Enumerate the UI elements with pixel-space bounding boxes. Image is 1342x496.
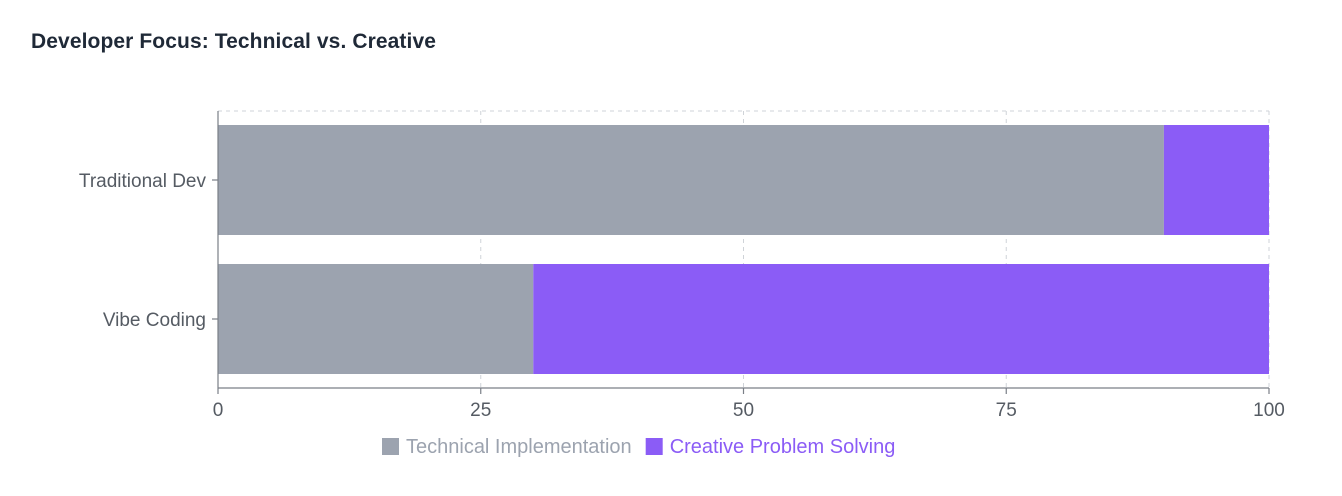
- x-tick-label: 25: [470, 400, 491, 421]
- x-tick-label: 50: [733, 400, 754, 421]
- chart-title: Developer Focus: Technical vs. Creative: [31, 30, 437, 53]
- bar-traditional-dev-creative-problem-solving: [1163, 125, 1269, 235]
- bar-vibe-coding-creative-problem-solving: [533, 264, 1269, 374]
- category-label: Vibe Coding: [103, 310, 206, 331]
- x-tick-label: 100: [1253, 400, 1285, 421]
- bar-traditional-dev-technical-implementation: [218, 125, 1164, 235]
- category-label: Traditional Dev: [79, 171, 207, 192]
- legend-swatch-1: [645, 438, 663, 455]
- bar-vibe-coding-technical-implementation: [218, 264, 534, 374]
- legend-label-1: Creative Problem Solving: [670, 436, 896, 458]
- x-tick-label: 0: [213, 400, 224, 421]
- x-tick-label: 75: [996, 400, 1017, 421]
- legend-label-0: Technical Implementation: [406, 436, 632, 458]
- legend-swatch-0: [382, 438, 399, 455]
